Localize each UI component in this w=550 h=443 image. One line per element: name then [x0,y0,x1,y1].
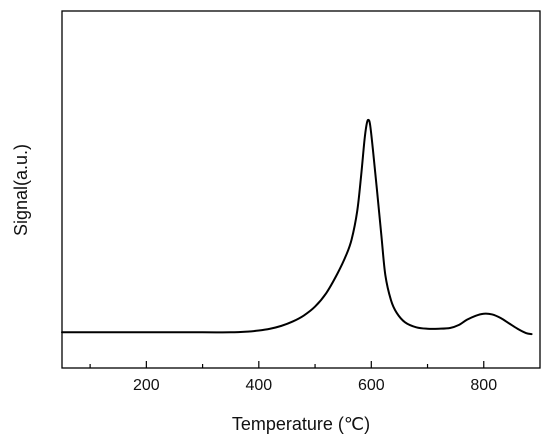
x-tick-label: 400 [245,377,272,394]
y-axis-title: Signal(a.u.) [11,144,31,236]
signal-curve [61,118,533,336]
x-axis-ticks [89,361,485,368]
plot-frame [61,10,541,369]
x-tick-label: 200 [133,377,160,394]
x-tick-label: 600 [358,377,385,394]
x-axis-tick-labels: 200 400 600 800 [133,377,497,394]
x-tick-label: 800 [470,377,497,394]
x-axis-title: Temperature (℃) [232,414,370,434]
